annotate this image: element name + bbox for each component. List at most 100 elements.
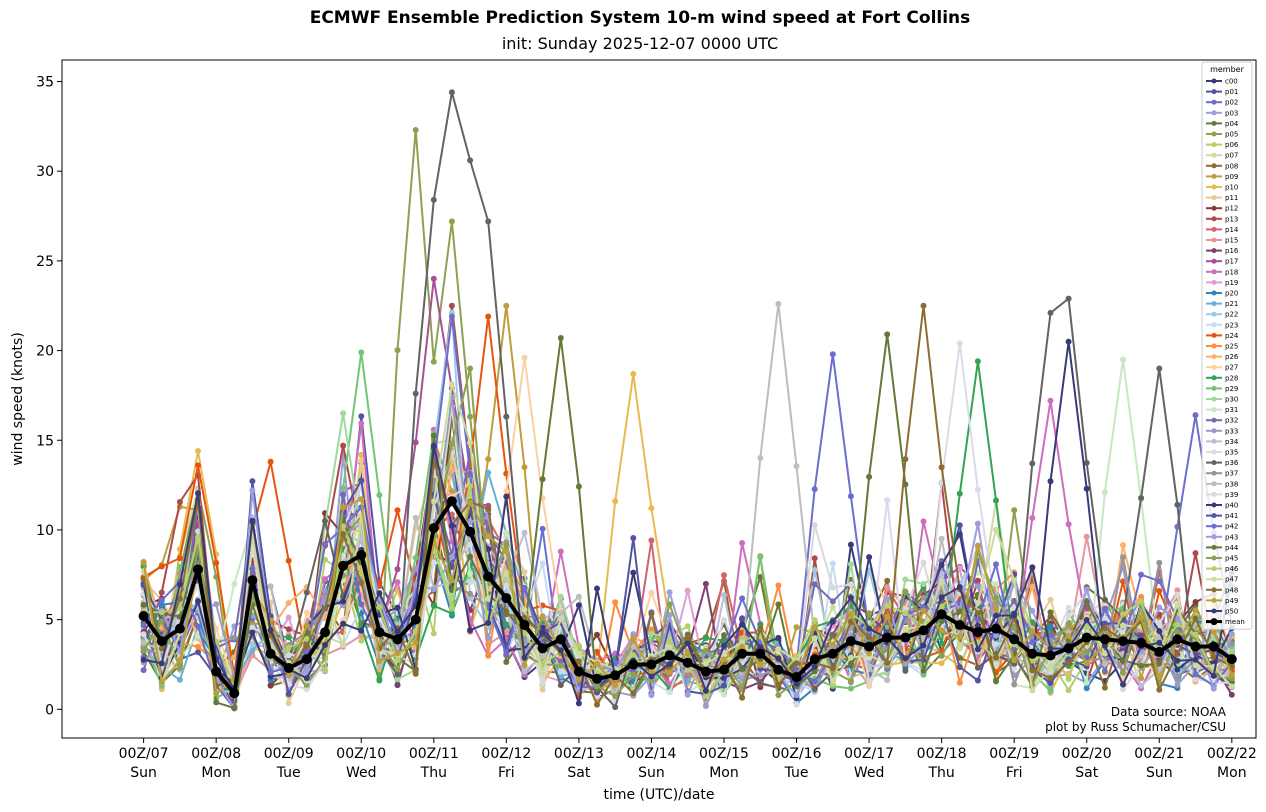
- legend-marker: [1211, 544, 1217, 550]
- point-p10: [612, 498, 619, 505]
- point-p06: [430, 630, 437, 637]
- point-p35: [1101, 615, 1108, 622]
- legend-label: p12: [1225, 205, 1238, 213]
- point-p39: [1174, 591, 1181, 598]
- point-p48: [1065, 660, 1072, 666]
- point-p33: [702, 703, 709, 709]
- x-axis-label: time (UTC)/date: [603, 787, 714, 803]
- mean-point: [900, 632, 911, 643]
- legend-marker: [1211, 566, 1217, 572]
- point-p49: [1210, 628, 1217, 635]
- point-p18: [1065, 521, 1072, 528]
- point-p48: [1029, 667, 1036, 674]
- mean-point: [1081, 632, 1092, 643]
- x-tick-label-time: 00Z/15: [699, 746, 749, 762]
- point-p48: [322, 605, 328, 612]
- legend-label: p35: [1225, 449, 1238, 457]
- mean-point: [1136, 637, 1147, 648]
- point-p13: [285, 626, 292, 633]
- point-p13: [1192, 550, 1199, 557]
- legend-label: p49: [1225, 597, 1238, 605]
- point-p42: [1047, 631, 1054, 638]
- point-p10: [630, 370, 637, 377]
- point-p50: [739, 621, 746, 628]
- mean-point: [428, 523, 439, 534]
- legend-marker: [1211, 343, 1217, 349]
- point-p44: [884, 331, 891, 338]
- point-p49: [594, 660, 600, 667]
- point-p22: [467, 595, 474, 602]
- point-p29: [1047, 688, 1054, 695]
- point-p30: [340, 410, 347, 417]
- mean-point: [610, 670, 621, 681]
- point-p29: [176, 564, 183, 571]
- point-p44: [1120, 657, 1126, 664]
- point-p39: [1065, 612, 1072, 619]
- point-p45: [1174, 629, 1181, 636]
- point-p36: [1029, 460, 1036, 467]
- mean-point: [211, 666, 222, 677]
- point-p42: [612, 659, 619, 666]
- point-p43: [249, 487, 256, 494]
- mean-point: [555, 634, 566, 645]
- point-p47: [829, 677, 836, 684]
- point-p50: [467, 627, 474, 634]
- point-p27: [503, 488, 510, 495]
- x-tick-label-day: Sun: [1146, 765, 1173, 781]
- point-p37: [231, 634, 238, 641]
- point-p50: [956, 584, 963, 590]
- point-p37: [1156, 559, 1163, 566]
- point-p49: [956, 634, 963, 640]
- legend-label: p21: [1225, 300, 1238, 308]
- legend-marker: [1211, 470, 1217, 476]
- point-p27: [521, 354, 528, 361]
- point-p02: [811, 486, 818, 493]
- point-p40: [974, 622, 981, 629]
- point-p30: [847, 561, 854, 568]
- point-p48: [866, 634, 873, 641]
- point-p47: [739, 639, 746, 646]
- point-p31: [993, 581, 999, 587]
- point-p03: [666, 589, 673, 596]
- x-tick-label-day: Sat: [567, 765, 590, 781]
- point-p46: [358, 570, 365, 577]
- mean-point: [682, 657, 693, 668]
- point-p45: [739, 683, 746, 690]
- point-p49: [1138, 614, 1145, 621]
- point-p44: [739, 666, 746, 673]
- point-p34: [358, 534, 365, 541]
- point-p38: [140, 639, 147, 646]
- point-p16: [702, 580, 709, 587]
- point-p30: [394, 676, 401, 683]
- point-p50: [1047, 645, 1054, 652]
- mean-point: [773, 664, 784, 675]
- point-p40: [340, 598, 347, 605]
- point-p30: [557, 593, 564, 600]
- point-p47: [1192, 662, 1199, 669]
- legend-marker: [1211, 502, 1217, 508]
- point-p42: [521, 585, 528, 592]
- point-p36: [902, 667, 909, 674]
- point-p43: [448, 554, 455, 560]
- point-p48: [303, 643, 310, 650]
- point-p38: [557, 610, 564, 617]
- point-p50: [557, 647, 564, 654]
- point-p49: [1228, 671, 1235, 678]
- point-p41: [956, 664, 963, 671]
- point-p31: [1120, 356, 1126, 363]
- point-p15: [1083, 533, 1090, 540]
- x-tick-label-time: 00Z/13: [554, 746, 604, 762]
- point-p50: [303, 675, 310, 682]
- point-p46: [1228, 649, 1235, 656]
- legend-label: p06: [1225, 141, 1239, 149]
- point-p42: [739, 595, 746, 602]
- point-p50: [521, 654, 528, 661]
- legend-label: p33: [1225, 427, 1238, 435]
- legend-marker: [1211, 237, 1217, 243]
- point-p48: [630, 690, 637, 697]
- point-p27: [648, 589, 655, 596]
- point-p42: [503, 650, 510, 657]
- point-p29: [358, 349, 365, 356]
- point-p41: [285, 691, 292, 697]
- mean-point: [465, 526, 476, 537]
